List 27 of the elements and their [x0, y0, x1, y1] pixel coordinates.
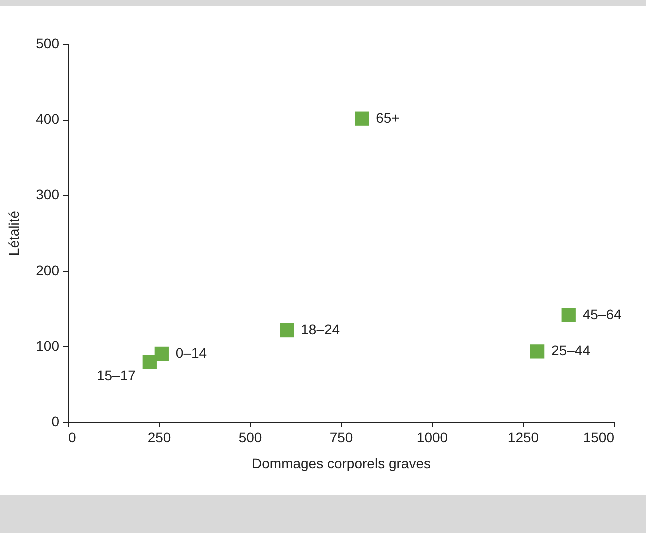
x-tick-label: 250 [148, 430, 172, 446]
annotation: 65+ [376, 110, 400, 126]
point [562, 308, 576, 322]
y-tick-label: 0 [52, 414, 60, 430]
annotation: 15–17 [96, 367, 136, 384]
y-tick-label: 200 [36, 262, 60, 278]
point [280, 323, 294, 338]
y-tick-label: 300 [36, 186, 60, 203]
y-axis-title: Létalité [6, 210, 22, 256]
x-tick-label: 0 [68, 430, 76, 446]
annotation: 18–24 [301, 322, 340, 338]
annotation: 0–14 [176, 344, 208, 361]
annotation: 25–44 [552, 342, 591, 359]
y-tick-label: 500 [36, 36, 60, 52]
y-tick-label: 400 [36, 111, 60, 128]
point [142, 355, 157, 370]
annotation: 45–64 [582, 306, 622, 322]
x-tick-label: 500 [238, 430, 262, 446]
x-tick-label: 750 [330, 430, 354, 446]
point [530, 344, 545, 359]
y-tick-label: 100 [36, 338, 60, 354]
point [355, 112, 370, 126]
x-tick-label: 1250 [508, 430, 540, 446]
x-tick-label: 1000 [416, 430, 448, 446]
x-tick-label: 1500 [583, 430, 615, 446]
point [154, 346, 169, 362]
x-axis-title: Dommages corporels graves [252, 456, 431, 472]
